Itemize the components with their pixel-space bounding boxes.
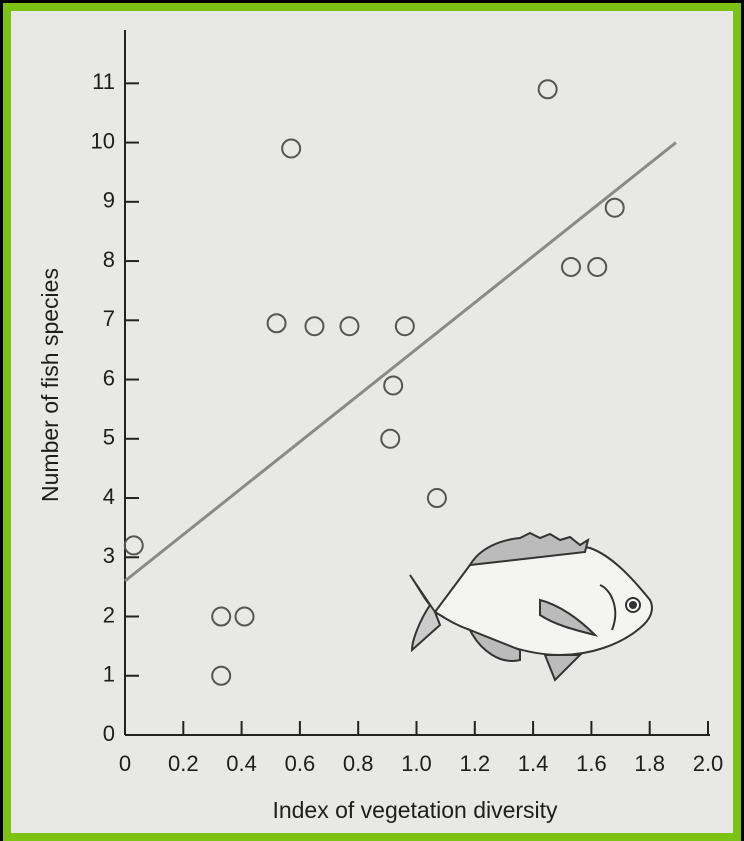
- point: [266, 313, 287, 334]
- point: [211, 606, 232, 627]
- x-tick-label: 0: [119, 751, 131, 776]
- point: [380, 428, 401, 449]
- x-tick-label: 1.0: [401, 751, 432, 776]
- point: [339, 316, 360, 337]
- point: [211, 665, 232, 686]
- y-tick-label: 2: [103, 602, 115, 627]
- x-tick-label: 1.4: [518, 751, 549, 776]
- point: [123, 535, 144, 556]
- y-tick-label: 9: [103, 188, 115, 213]
- regression-line: [124, 141, 677, 583]
- y-tick-label: 3: [103, 543, 115, 568]
- point: [560, 256, 581, 277]
- point: [537, 79, 558, 100]
- y-tick-label: 0: [103, 721, 115, 746]
- point: [394, 316, 415, 337]
- fish-illustration: [409, 531, 653, 682]
- x-tick-label: 0.2: [168, 751, 199, 776]
- y-tick-label: 10: [91, 128, 115, 153]
- y-tick-label: 8: [103, 247, 115, 272]
- x-tick-label: 0.8: [343, 751, 374, 776]
- point: [587, 256, 608, 277]
- x-tick-label: 0.4: [226, 751, 257, 776]
- x-axis-label: Index of vegetation diversity: [272, 797, 558, 823]
- x-tick-label: 1.6: [576, 751, 607, 776]
- y-tick-label: 4: [103, 484, 115, 509]
- y-tick-label: 6: [103, 365, 115, 390]
- y-axis-label: Number of fish species: [37, 268, 63, 502]
- y-tick-label: 5: [103, 425, 115, 450]
- x-tick-label: 1.8: [634, 751, 665, 776]
- point: [426, 488, 447, 509]
- y-tick-label: 1: [103, 662, 115, 687]
- x-tick-label: 2.0: [693, 751, 724, 776]
- y-tick-label: 7: [103, 306, 115, 331]
- y-tick-label: 11: [92, 69, 115, 94]
- x-tick-label: 0.6: [285, 751, 316, 776]
- point: [234, 606, 255, 627]
- x-tick-label: 1.2: [460, 751, 491, 776]
- point: [383, 375, 404, 396]
- point: [304, 316, 325, 337]
- point: [604, 197, 625, 218]
- point: [281, 138, 302, 159]
